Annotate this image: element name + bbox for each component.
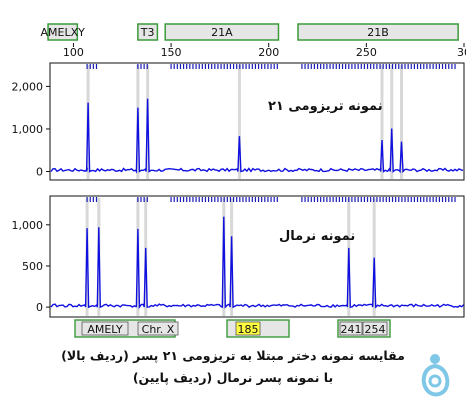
allele-label: 254 [365, 323, 386, 336]
trisomy-panel: 0 1,000 2,000 [12, 62, 465, 181]
panel-frame [49, 62, 465, 181]
y-tick-label: 0 [36, 301, 43, 314]
allele-label-row: AMELY Chr. X 185 241 254 [74, 319, 391, 338]
bin-markers [86, 64, 456, 69]
allele-label: AMELY [87, 323, 123, 336]
y-tick-label: 1,000 [12, 219, 44, 232]
marker-label: 21B [367, 26, 389, 39]
normal-panel: 0 500 1,000 [12, 195, 465, 318]
allele-label-box [81, 321, 129, 336]
allele-label-box [235, 321, 261, 336]
x-tick-label: 200 [258, 46, 279, 59]
clinic-logo-icon [421, 354, 450, 397]
x-tick-label: 100 [63, 46, 84, 59]
y-tick-label: 0 [36, 165, 43, 178]
allele-label-box [339, 321, 363, 336]
panel-title-normal: نمونه نرمال [279, 229, 356, 244]
caption-line-2: با نمونه پسر نرمال (ردیف پایین) [132, 370, 334, 385]
y-axis: 0 500 1,000 [12, 219, 50, 314]
allele-label: Chr. X [142, 323, 175, 336]
allele-label-box [137, 321, 179, 336]
allele-label: 241 [341, 323, 362, 336]
x-tick-label: 30 [457, 46, 466, 59]
y-tick-label: 2,000 [12, 80, 44, 93]
x-tick-label: 250 [356, 46, 377, 59]
bin-markers [86, 197, 456, 202]
trace-line [50, 216, 465, 310]
allele-label: 185 [238, 323, 259, 336]
panel-title-trisomy: نمونه تریزومی ۲۱ [268, 99, 383, 114]
marker-bar-row: AMELXY T3 21A 21B [41, 23, 459, 41]
marker-label: AMELXY [41, 26, 86, 39]
panel-frame [49, 195, 465, 318]
y-tick-label: 500 [22, 260, 43, 273]
caption-line-1: مقایسه نمونه دختر مبتلا به تریزومی ۲۱ پس… [61, 348, 405, 363]
allele-label-box [362, 321, 388, 336]
marker-bar [297, 23, 459, 41]
y-axis: 0 1,000 2,000 [12, 80, 50, 178]
marker-label: 21A [211, 26, 233, 39]
marker-bar [47, 23, 79, 41]
marker-bar [137, 23, 159, 41]
trace-line [50, 98, 464, 174]
marker-bar [164, 23, 280, 41]
marker-label: T3 [140, 26, 155, 39]
x-tick-label: 150 [161, 46, 182, 59]
x-axis-ticks: 100 150 200 250 30 [63, 43, 466, 59]
y-tick-label: 1,000 [12, 123, 44, 136]
